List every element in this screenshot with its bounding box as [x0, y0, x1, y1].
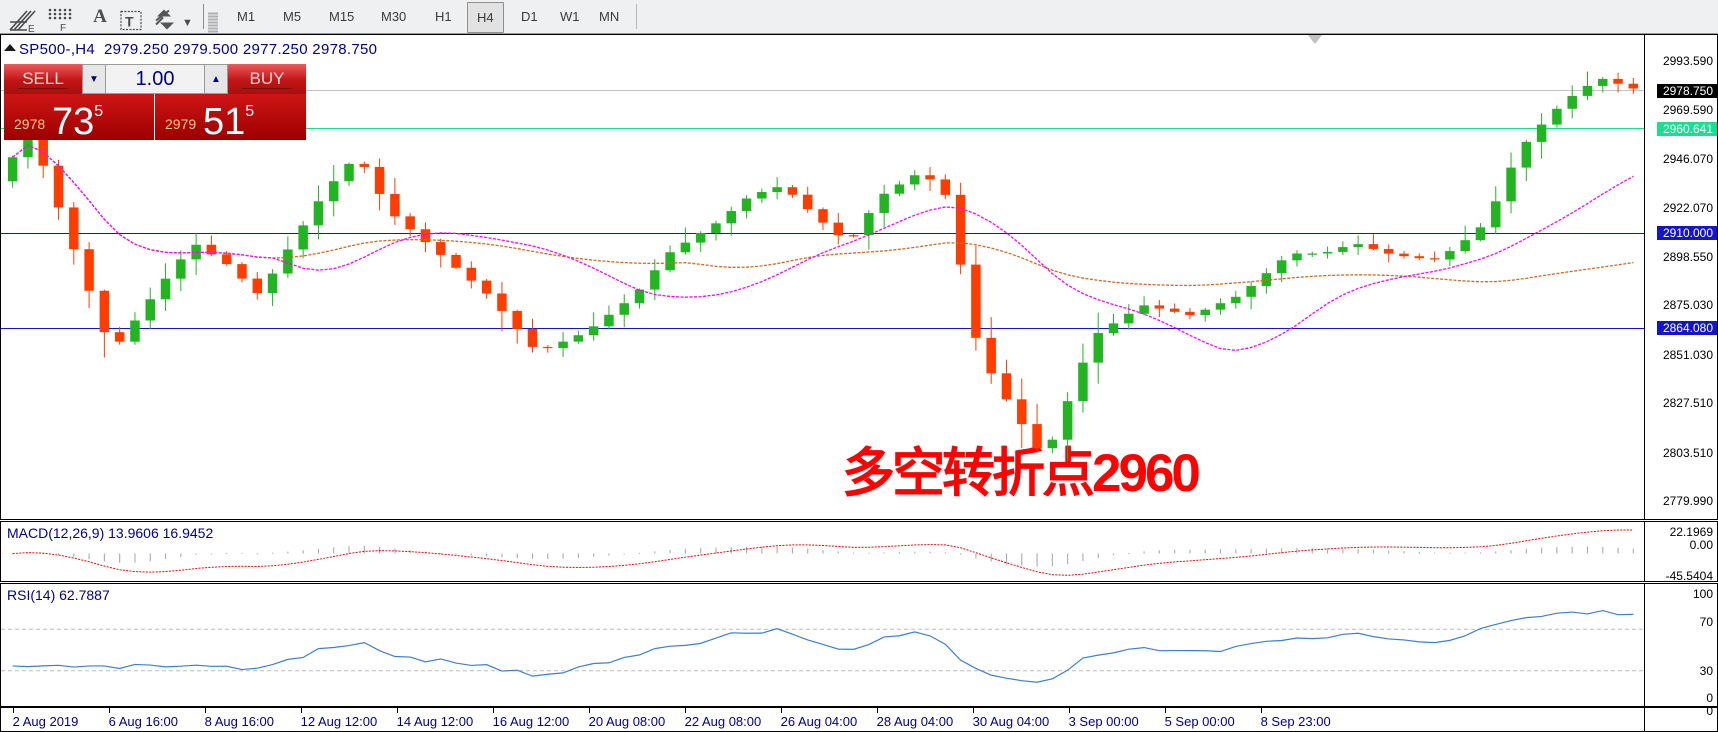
svg-text:F: F: [60, 23, 66, 34]
svg-text:T: T: [125, 14, 134, 30]
